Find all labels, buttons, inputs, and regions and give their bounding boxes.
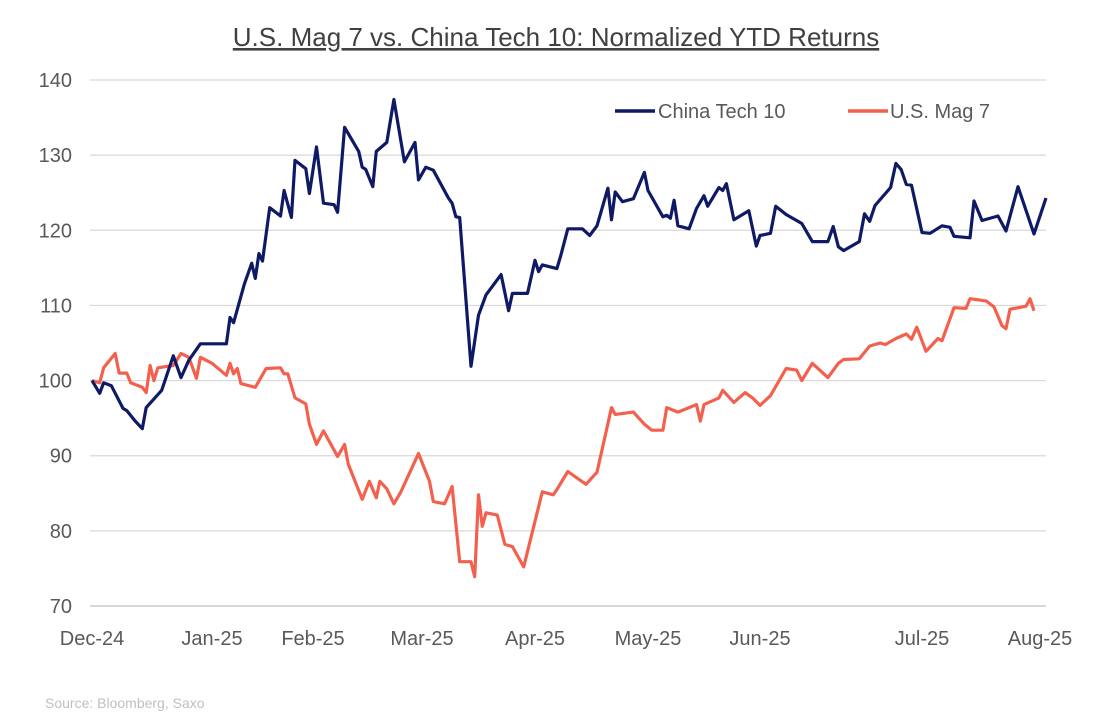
y-tick-label: 90 xyxy=(50,446,72,468)
x-tick-label: Dec-24 xyxy=(60,628,124,650)
legend-item: U.S. Mag 7 xyxy=(848,101,990,123)
x-tick-label: May-25 xyxy=(615,628,682,650)
series-line-china-tech-10 xyxy=(90,97,1048,431)
y-axis: 70 80 90 100 110 120 130 140 xyxy=(39,70,72,618)
series-lines xyxy=(90,97,1048,579)
chart-title: U.S. Mag 7 vs. China Tech 10: Normalized… xyxy=(233,22,879,52)
legend-label: China Tech 10 xyxy=(658,101,786,123)
x-tick-label: Feb-25 xyxy=(281,628,344,650)
x-tick-label: Apr-25 xyxy=(505,628,565,650)
x-tick-label: Jan-25 xyxy=(181,628,242,650)
legend-label: U.S. Mag 7 xyxy=(890,101,990,123)
x-tick-label: Jun-25 xyxy=(729,628,790,650)
y-tick-label: 110 xyxy=(40,295,72,317)
x-tick-label: Mar-25 xyxy=(390,628,453,650)
y-tick-label: 80 xyxy=(50,521,72,543)
y-tick-label: 140 xyxy=(39,70,72,92)
legend-item: China Tech 10 xyxy=(615,101,786,123)
x-tick-label: Jul-25 xyxy=(895,628,949,650)
y-tick-label: 70 xyxy=(50,596,72,618)
series-line-u-s-mag-7 xyxy=(91,297,1036,579)
y-tick-label: 120 xyxy=(39,220,72,242)
x-tick-label: Aug-25 xyxy=(1008,628,1073,650)
y-tick-label: 130 xyxy=(39,145,72,167)
x-axis: Dec-24 Jan-25 Feb-25 Mar-25 Apr-25 May-25 Jun-… xyxy=(60,628,1072,650)
legend: China Tech 10 U.S. Mag 7 xyxy=(615,101,990,123)
gridlines xyxy=(90,79,1046,607)
y-tick-label: 100 xyxy=(39,371,72,393)
source-note: Source: Bloomberg, Saxo xyxy=(45,695,205,711)
